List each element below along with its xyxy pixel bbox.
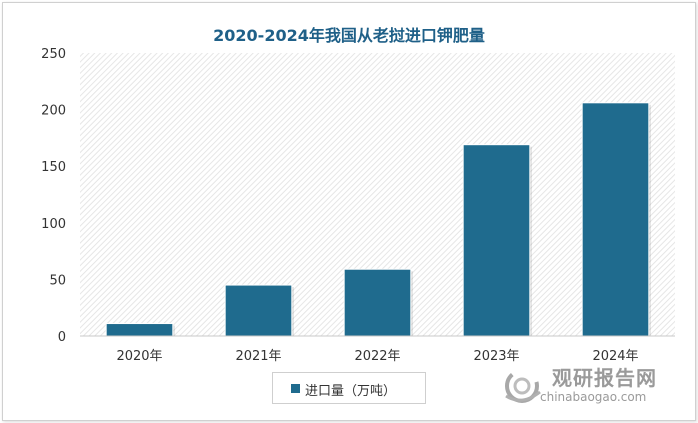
legend-swatch <box>291 384 300 393</box>
y-tick-label: 150 <box>41 160 66 175</box>
x-tick-label: 2024年 <box>592 349 638 364</box>
y-tick-label: 200 <box>41 104 66 119</box>
y-tick-label: 50 <box>49 273 66 288</box>
bar-series <box>105 102 651 337</box>
bar-2024年 <box>581 102 650 337</box>
y-tick-label: 250 <box>41 47 66 62</box>
legend-label: 进口量（万吨） <box>305 384 397 399</box>
watermark-brand-cn: 观研报告网 <box>552 366 657 390</box>
watermark: 观研报告网 chinabaogao.com <box>500 362 690 412</box>
brand-logo-icon <box>505 369 541 403</box>
chart-title: 2020-2024年我国从老挝进口钾肥量 <box>213 26 485 45</box>
bar-2020年 <box>105 323 174 337</box>
bar-2021年 <box>224 284 293 337</box>
x-tick-label: 2022年 <box>354 349 400 364</box>
x-axis: 2020年 2021年 2022年 2023年 2024年 <box>116 349 638 364</box>
bar-2023年 <box>462 144 531 337</box>
bar-2022年 <box>343 268 412 337</box>
legend: 进口量（万吨） <box>272 372 426 404</box>
x-tick-label: 2021年 <box>235 349 281 364</box>
y-axis: 0 50 100 150 200 250 <box>41 47 66 345</box>
watermark-brand-en: chinabaogao.com <box>540 390 647 404</box>
y-tick-label: 100 <box>41 217 66 232</box>
x-tick-label: 2020年 <box>116 349 162 364</box>
x-tick-label: 2023年 <box>473 349 519 364</box>
y-tick-label: 0 <box>58 330 66 345</box>
